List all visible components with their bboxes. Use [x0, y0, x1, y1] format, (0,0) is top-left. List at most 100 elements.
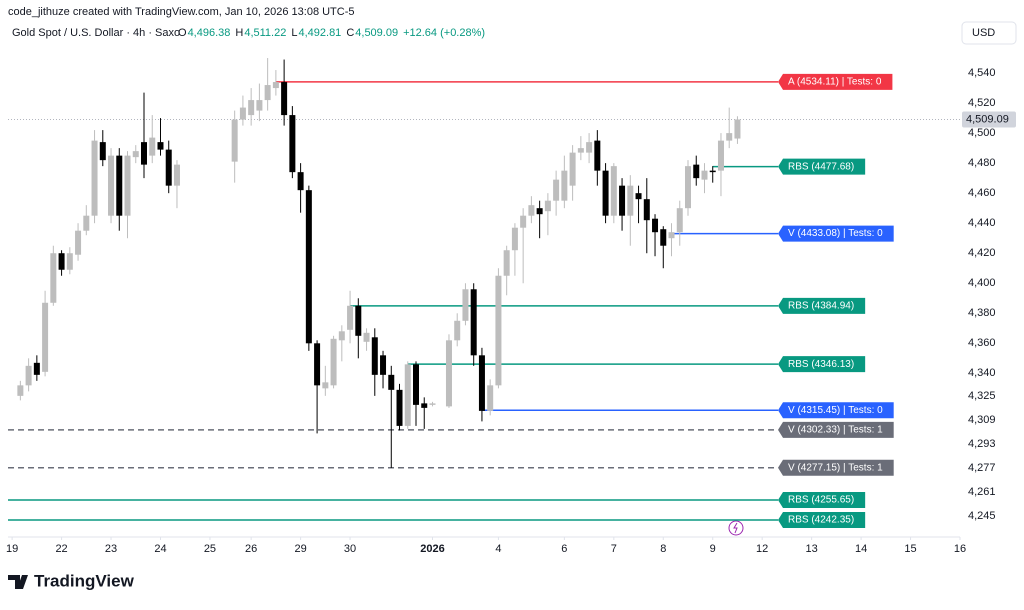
candle-body [75, 230, 82, 255]
candle-body [281, 82, 288, 116]
candle-body [256, 100, 263, 111]
candle-body [685, 166, 691, 209]
attribution: code_jithuze created with TradingView.co… [8, 6, 355, 18]
x-tick-label: 16 [954, 543, 966, 555]
candle-body [643, 199, 650, 221]
candle-body [83, 215, 90, 231]
brand-logo [8, 575, 28, 589]
level-label: A (4534.11) | Tests: 0 [788, 77, 882, 88]
candle-body [726, 133, 733, 141]
logo-icon [8, 575, 28, 589]
candle-body [520, 215, 527, 228]
candle-body [577, 148, 584, 153]
y-tick-label: 4,293 [968, 438, 996, 450]
level-label: RBS (4477.68) [788, 161, 854, 172]
y-tick-label: 4,480 [968, 157, 996, 169]
candle-body [355, 305, 362, 336]
ohlc-key: O [178, 27, 187, 39]
y-tick-label: 4,520 [968, 97, 996, 109]
candle-body [297, 172, 304, 191]
x-tick-label: 25 [204, 543, 216, 555]
candle-body [91, 140, 98, 216]
candle-body [717, 140, 724, 171]
candle-body [668, 232, 675, 239]
candle-body [413, 364, 419, 405]
y-tick-label: 4,460 [968, 187, 996, 199]
level-label: RBS (4384.94) [788, 301, 854, 312]
candle-body [25, 365, 32, 386]
candle-body [347, 305, 354, 330]
level-box [778, 225, 894, 242]
y-tick-label: 4,540 [968, 67, 996, 79]
candle-body [536, 208, 543, 215]
x-tick-label: 14 [855, 543, 867, 555]
candle-body [709, 170, 716, 173]
candle-body [544, 200, 551, 212]
candle-body [511, 227, 518, 251]
y-tick-label: 4,440 [968, 217, 996, 229]
ohlc-key: H [235, 27, 243, 39]
level-label: V (4277.15) | Tests: 1 [788, 462, 883, 473]
x-tick-label: 22 [55, 543, 67, 555]
last-price-label: 4,509.09 [966, 113, 1009, 125]
level-box [778, 356, 866, 373]
candle-body [363, 332, 370, 342]
y-tick-label: 4,245 [968, 510, 996, 522]
candle-body [701, 170, 708, 180]
candle-body [149, 137, 156, 156]
x-tick-label: 13 [806, 543, 818, 555]
x-tick-label: 8 [660, 543, 666, 555]
candle-body [371, 337, 378, 375]
candle-body [478, 355, 485, 411]
candle-body [594, 140, 601, 171]
candle-body [322, 382, 329, 389]
candle-body [157, 142, 164, 150]
y-tick-label: 4,380 [968, 307, 996, 319]
x-tick-label: 15 [904, 543, 916, 555]
candle-body [693, 164, 700, 179]
x-tick-label: 26 [245, 543, 257, 555]
candle-body [561, 170, 568, 201]
level-label: RBS (4346.13) [788, 359, 854, 370]
level-box [778, 421, 894, 438]
level-label: V (4302.33) | Tests: 1 [788, 425, 883, 436]
candle-body [619, 185, 626, 216]
x-tick-label: 7 [611, 543, 617, 555]
candle-body [610, 166, 617, 216]
event-icon-bolt [733, 522, 738, 534]
candle-body [388, 374, 395, 390]
candle-body [660, 229, 667, 246]
candle-body [141, 142, 147, 165]
candle-body [58, 253, 65, 270]
level-box [778, 73, 893, 90]
candle-body [445, 340, 452, 407]
candle-body [289, 115, 296, 173]
level-box [778, 402, 894, 419]
y-tick-label: 4,420 [968, 247, 996, 259]
candle-body [734, 119, 741, 139]
y-tick-label: 4,500 [968, 127, 996, 139]
candle-body [569, 152, 576, 186]
x-tick-label: 23 [105, 543, 117, 555]
currency[interactable]: USD [972, 27, 995, 39]
candle-body [330, 338, 337, 386]
currency-box[interactable] [961, 21, 1017, 45]
candle-body [454, 320, 461, 341]
candle-body [429, 403, 436, 405]
level-box [778, 511, 866, 528]
candle-body [264, 85, 271, 101]
candle-body [627, 185, 634, 216]
ohlc-value: 4,509.09 [355, 27, 398, 39]
candle-body [495, 275, 502, 386]
candle-body [239, 107, 246, 120]
y-tick-label: 4,277 [968, 462, 996, 474]
candle-body [528, 205, 535, 216]
candle-body [487, 385, 494, 411]
x-tick-label: 4 [495, 543, 501, 555]
x-tick-label: 2026 [420, 543, 444, 555]
ohlc-key: L [291, 27, 297, 39]
candle-body [132, 151, 139, 158]
candle-body [108, 155, 115, 216]
